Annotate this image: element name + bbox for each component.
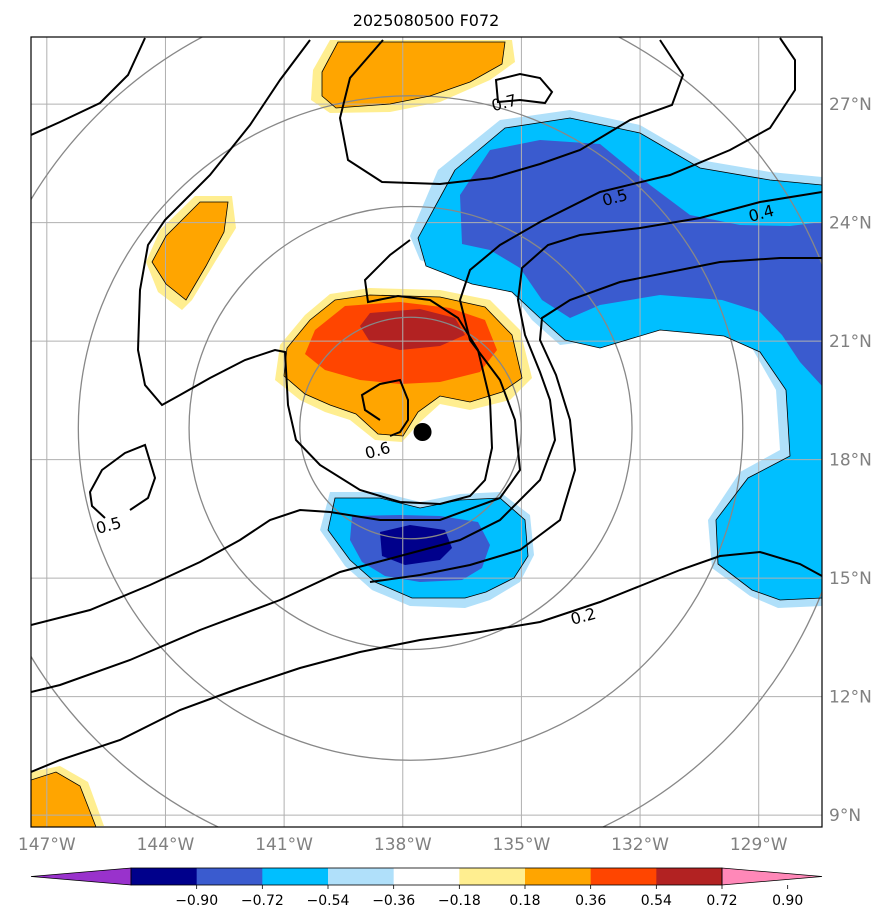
storm-center-marker <box>413 423 432 441</box>
contour-0-3-inner <box>369 257 822 583</box>
colorbar-segment-6 <box>525 868 592 885</box>
shaded-field <box>31 40 822 827</box>
lat-tick-label-2: 21°N <box>829 332 872 352</box>
fill-positive-central-l4 <box>360 309 465 350</box>
colorbar-segment-7 <box>590 868 657 885</box>
colorbar-segment-0 <box>131 868 198 885</box>
lon-tick-label-6: 129°W <box>730 835 788 855</box>
range-ring-1 <box>188 205 633 651</box>
colorbar-tick-label-1: −0.72 <box>241 893 284 909</box>
colorbar-segment-8 <box>656 868 723 885</box>
colorbar-tick-label-5: 0.18 <box>509 893 540 909</box>
contour-0-2 <box>31 550 822 773</box>
colorbar-segment-4 <box>393 868 460 885</box>
contour-lines <box>31 37 822 773</box>
longitude-tick-labels: 147°W 144°W 141°W 138°W 135°W 132°W 129°W <box>18 835 788 855</box>
contour-west-loop <box>136 39 494 506</box>
contour-0-7-upper <box>338 39 685 186</box>
lat-tick-label-6: 9°N <box>829 806 861 826</box>
contour-top-left <box>31 37 146 136</box>
fill-negative-east-l3 <box>460 140 822 386</box>
colorbar-tick-label-4: −0.18 <box>438 893 481 909</box>
contour-0-6 <box>360 378 409 437</box>
contour-0-5-northeast <box>31 37 796 626</box>
contour-0-4 <box>31 191 822 693</box>
map-title: 2025080500 F072 <box>353 11 500 30</box>
colorbar-tick-label-0: −0.90 <box>175 893 218 909</box>
lat-tick-label-5: 12°N <box>829 688 872 708</box>
colorbar-segment-1 <box>196 868 263 885</box>
contour-labels: 0.70.50.40.60.50.2 <box>94 90 776 628</box>
range-rings <box>31 37 822 827</box>
colorbar-segment-3 <box>328 868 395 885</box>
contour-0-5-west <box>88 443 157 519</box>
lon-tick-label-2: 141°W <box>255 835 313 855</box>
fill-positive-west-l2 <box>152 202 228 300</box>
range-ring-2 <box>77 95 744 761</box>
colorbar-tick-label-6: 0.36 <box>575 893 606 909</box>
contour-0-7-small <box>494 72 554 105</box>
map-frame <box>30 36 823 828</box>
colorbar-tick-label-2: −0.54 <box>307 893 350 909</box>
lat-tick-label-3: 18°N <box>829 451 872 471</box>
colorbar-frame <box>130 867 723 886</box>
fill-negative-south-l4 <box>380 525 452 565</box>
colorbar-extend-low <box>30 867 132 886</box>
lon-tick-label-5: 132°W <box>611 835 669 855</box>
lat-tick-label-4: 15°N <box>829 569 872 589</box>
lat-tick-label-0: 27°N <box>829 95 872 115</box>
lon-tick-label-3: 138°W <box>374 835 432 855</box>
colorbar: −0.90 −0.72 −0.54 −0.36 −0.18 0.18 0.36 0.54 0.7… <box>30 867 823 909</box>
map-content: 0.70.50.40.60.50.2 <box>31 37 822 827</box>
colorbar-segment-2 <box>262 868 329 885</box>
colorbar-tick-label-9: 0.90 <box>772 893 803 909</box>
shaded-field-outlines <box>31 41 822 827</box>
lon-tick-label-1: 144°W <box>137 835 195 855</box>
colorbar-segment-5 <box>459 868 526 885</box>
lon-tick-label-4: 135°W <box>493 835 551 855</box>
latitude-tick-labels: 27°N 24°N 21°N 18°N 15°N 12°N 9°N <box>829 95 872 826</box>
lat-tick-label-1: 24°N <box>829 214 872 234</box>
colorbar-tick-label-8: 0.72 <box>706 893 737 909</box>
colorbar-extend-high <box>721 867 823 886</box>
colorbar-tick-label-3: −0.36 <box>372 893 415 909</box>
range-ring-0 <box>299 316 522 540</box>
lon-tick-label-0: 147°W <box>18 835 76 855</box>
colorbar-tick-label-7: 0.54 <box>641 893 672 909</box>
